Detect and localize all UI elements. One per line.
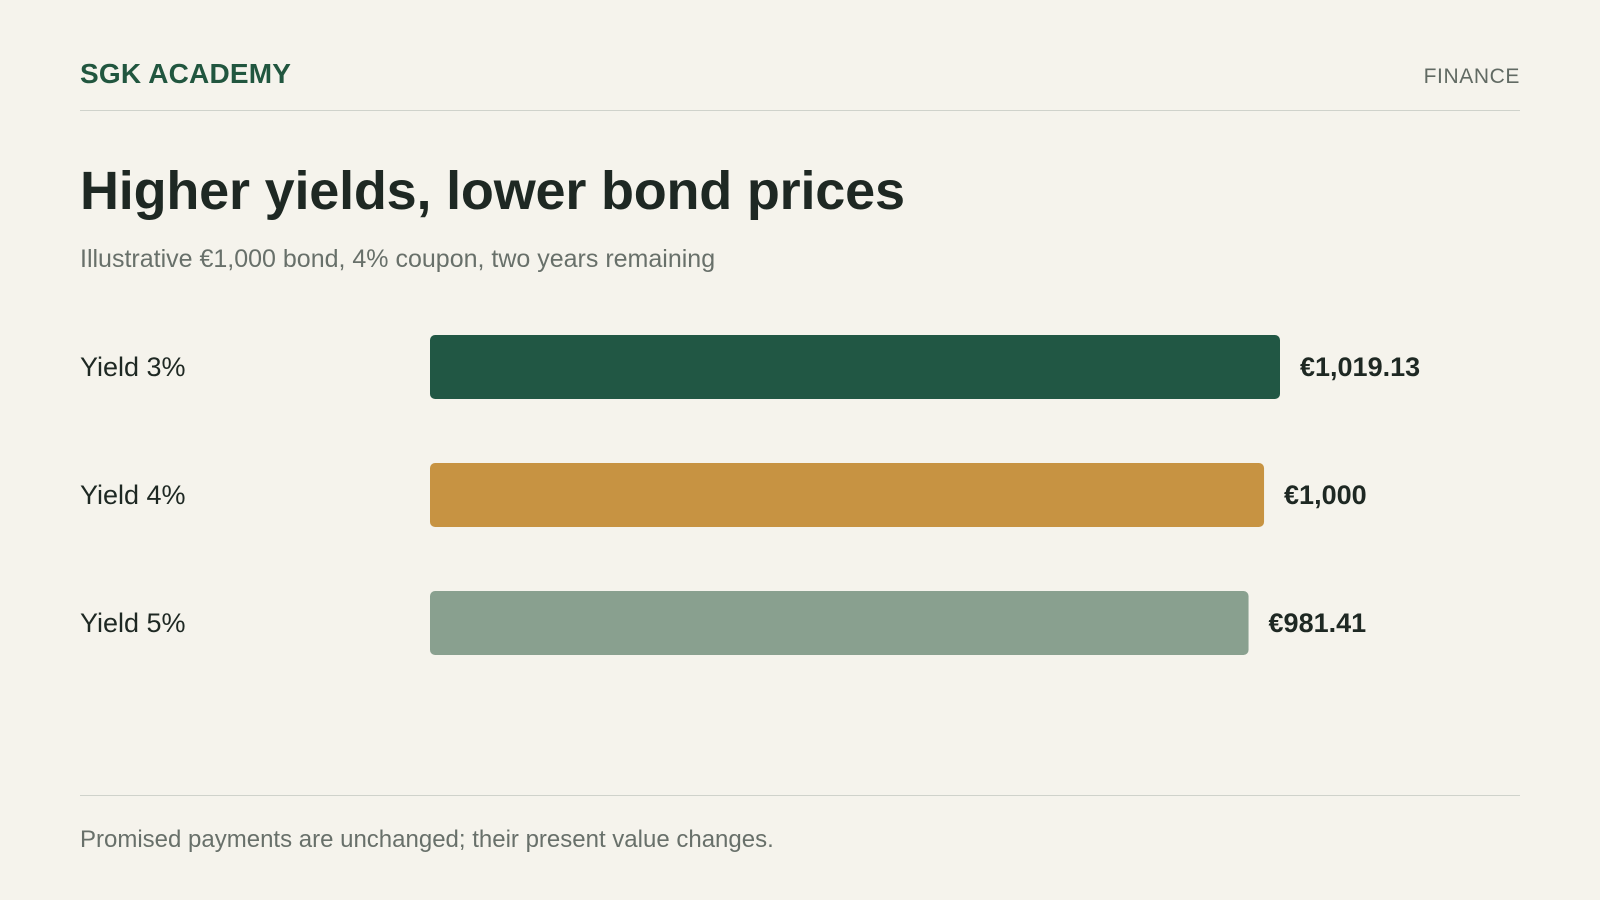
bar	[430, 335, 1280, 399]
footnote: Promised payments are unchanged; their p…	[80, 826, 774, 853]
bar	[430, 463, 1265, 527]
page-title: Higher yields, lower bond prices	[80, 161, 905, 221]
page-subtitle: Illustrative €1,000 bond, 4% coupon, two…	[80, 245, 716, 273]
brand-logo-text: SGK ACADEMY	[80, 58, 292, 89]
bar-category-label: Yield 4%	[80, 480, 186, 510]
bar-value-label: €1,000	[1284, 480, 1367, 510]
bar-category-label: Yield 3%	[80, 352, 186, 382]
header: SGK ACADEMY FINANCE	[80, 58, 1520, 111]
footer-divider	[80, 795, 1520, 796]
bar-category-label: Yield 5%	[80, 608, 186, 638]
section-label: FINANCE	[1423, 65, 1520, 88]
bar	[430, 591, 1249, 655]
bar-value-label: €1,019.13	[1300, 352, 1420, 382]
bar-value-label: €981.41	[1269, 608, 1367, 638]
